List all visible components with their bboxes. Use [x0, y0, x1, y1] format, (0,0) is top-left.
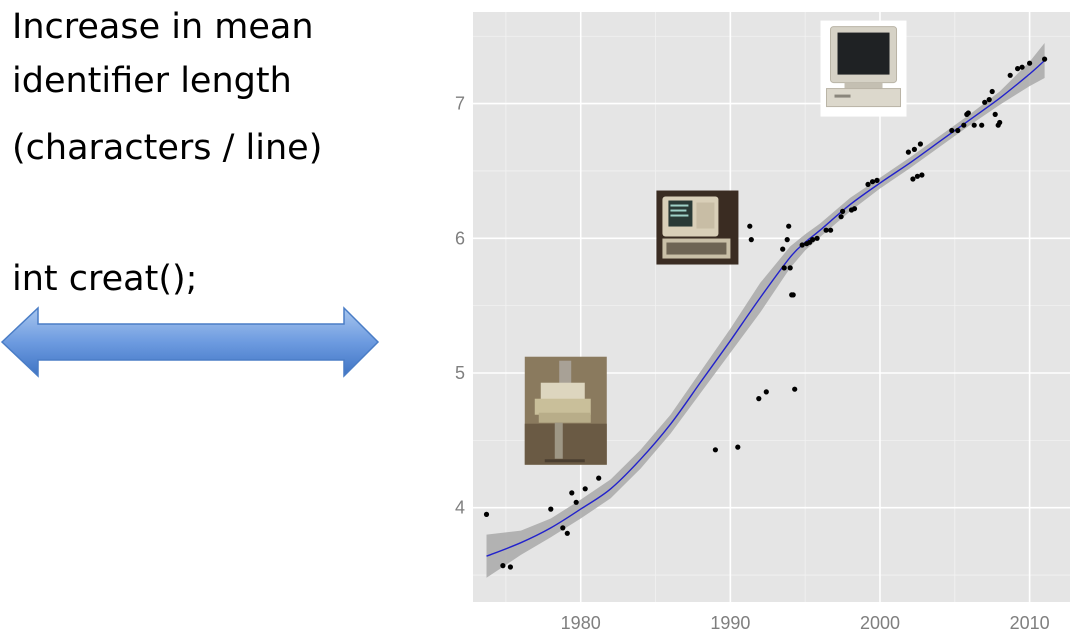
computer-photos: [524, 20, 907, 465]
data-point: [961, 122, 967, 128]
x-tick-label: 2000: [860, 613, 900, 633]
confidence-band-area: [486, 43, 1045, 578]
data-point: [979, 122, 985, 128]
data-point: [982, 99, 988, 105]
data-point: [748, 237, 754, 243]
plot-background: [473, 12, 1070, 602]
data-points: [483, 56, 1048, 570]
tick-labels: 1980 1990 2000 2010 4 5 6 7: [455, 94, 1050, 633]
smooth-line: [486, 59, 1046, 557]
data-point: [569, 490, 575, 496]
data-point: [919, 172, 925, 178]
data-point: [997, 119, 1003, 126]
data-point: [787, 265, 793, 271]
data-point: [911, 146, 918, 152]
data-point: [910, 176, 916, 182]
data-point: [573, 499, 579, 505]
data-point: [712, 447, 719, 453]
data-point: [828, 227, 834, 233]
data-point: [914, 173, 921, 179]
data-point: [790, 292, 796, 298]
data-point: [747, 223, 753, 229]
data-point: [971, 122, 977, 128]
heading-line-2: identifier length: [12, 61, 292, 101]
data-point: [840, 208, 846, 214]
data-point: [869, 179, 876, 185]
data-point: [735, 444, 741, 450]
data-point: [1042, 56, 1048, 62]
x-tick-label: 1980: [561, 613, 601, 633]
data-point: [500, 563, 506, 569]
data-point: [917, 141, 924, 147]
confidence-band: [486, 43, 1045, 578]
data-point: [799, 242, 805, 248]
y-tick-label: 5: [455, 363, 465, 383]
heading-line-3: (characters / line): [12, 128, 323, 168]
data-point: [949, 127, 955, 134]
data-point: [483, 511, 490, 517]
data-point: [838, 214, 844, 220]
heading-line-1: Increase in mean: [12, 7, 314, 47]
teletype-terminal-photo: [524, 356, 607, 465]
data-point: [780, 246, 786, 252]
data-point: [1015, 66, 1021, 72]
data-point: [823, 227, 829, 233]
data-point: [989, 88, 995, 95]
y-tick-label: 4: [455, 498, 465, 518]
crt-terminal-photo: [656, 190, 739, 265]
desktop-computer-photo: [820, 20, 907, 117]
data-point: [596, 475, 602, 481]
data-point: [582, 486, 588, 492]
data-point: [992, 111, 998, 117]
data-point: [507, 564, 513, 570]
data-point: [814, 235, 820, 241]
data-point: [874, 177, 880, 183]
data-point: [786, 223, 792, 229]
data-point: [851, 206, 858, 212]
data-point: [560, 525, 566, 531]
y-tick-label: 7: [455, 94, 465, 114]
code-sample: int creat();: [12, 259, 198, 299]
data-point: [1007, 72, 1013, 78]
data-point: [865, 181, 871, 187]
data-point: [792, 386, 798, 392]
data-point: [955, 127, 961, 134]
data-point: [763, 389, 769, 395]
data-point: [810, 237, 816, 243]
data-point: [1027, 60, 1033, 66]
arrow-shape: [0, 306, 380, 378]
data-point: [905, 149, 912, 155]
double-headed-arrow-icon: [0, 302, 382, 382]
data-point: [781, 265, 787, 271]
smooth-trend-line: [486, 59, 1046, 557]
x-tick-label: 2010: [1010, 613, 1050, 633]
x-tick-label: 1990: [710, 613, 750, 633]
data-point: [548, 506, 554, 512]
data-point: [564, 530, 570, 536]
data-point: [965, 110, 971, 116]
data-point: [1019, 64, 1025, 70]
data-point: [986, 97, 992, 103]
data-point: [784, 237, 790, 243]
y-tick-label: 6: [455, 228, 465, 248]
data-point: [756, 396, 762, 402]
